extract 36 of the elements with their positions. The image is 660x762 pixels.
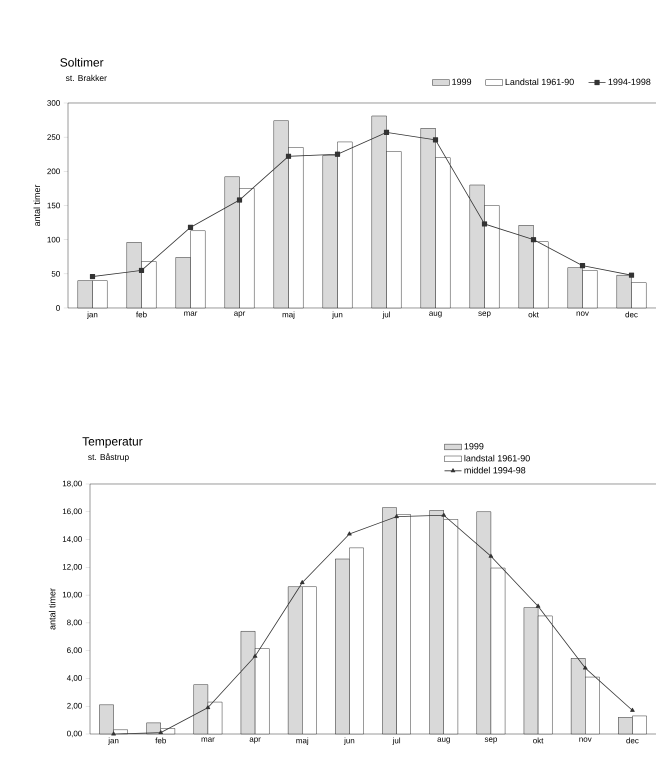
point	[580, 263, 586, 268]
y-axis-title: antal timer	[48, 588, 56, 630]
legend-label: Landstal 1961-90	[506, 78, 574, 86]
point	[488, 554, 494, 558]
point	[630, 708, 635, 712]
legend-label: 1999	[464, 443, 484, 450]
chart-title: Soltimer	[60, 58, 104, 67]
point	[441, 512, 446, 517]
point	[432, 137, 438, 142]
point	[530, 237, 536, 242]
point	[188, 224, 194, 230]
point	[347, 531, 352, 536]
point	[582, 665, 588, 670]
point	[111, 731, 116, 736]
legend-label: landstal 1961-90	[464, 454, 530, 462]
chart-subtitle: st. Båstrup	[88, 453, 129, 462]
point	[252, 654, 258, 658]
point	[394, 514, 399, 518]
chart-subtitle: st. Brakker	[66, 74, 107, 82]
y-axis-title: antal timer	[34, 184, 40, 226]
chart-title: Temperatur	[82, 437, 142, 448]
point	[206, 705, 210, 710]
point	[90, 274, 96, 280]
point	[286, 154, 292, 159]
point	[300, 580, 305, 584]
point	[138, 268, 144, 273]
legend-label: 1994-1998	[608, 78, 650, 85]
point	[236, 197, 242, 203]
point	[384, 130, 390, 135]
legend-label: middel 1994-98	[464, 466, 526, 474]
point	[628, 272, 634, 278]
point	[482, 221, 488, 227]
point	[536, 604, 540, 608]
point	[158, 730, 164, 734]
legend-label: 1999	[452, 78, 472, 85]
point	[334, 152, 340, 157]
